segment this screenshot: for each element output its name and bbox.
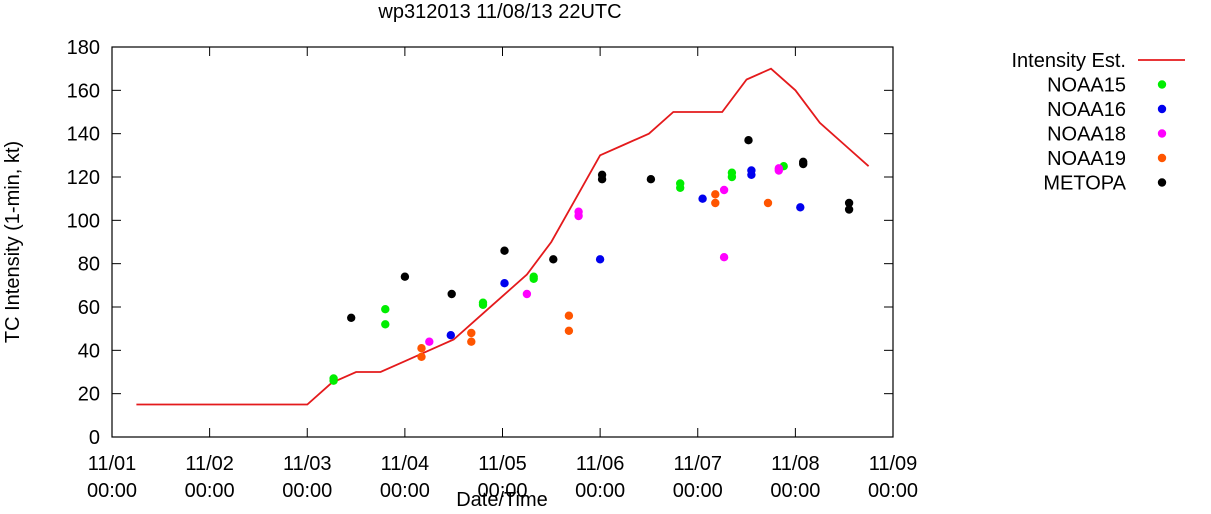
y-tick-label: 140 [67,124,100,146]
x-tick-label-time: 00:00 [868,480,918,502]
data-point-metopa [347,313,356,322]
data-point-metopa [597,175,607,184]
data-point-noaa16 [747,170,756,179]
data-point-noaa18 [522,289,532,299]
data-point-noaa18 [574,211,583,221]
legend-label-noaa15: NOAA15 [1047,75,1126,97]
data-point-metopa [844,205,854,214]
x-tick-label-time: 00:00 [770,480,820,502]
data-point-metopa [799,159,808,169]
data-point-metopa [844,198,854,208]
y-tick-label: 160 [67,80,100,102]
legend-swatch-metopa [1157,178,1167,187]
data-point-metopa [646,175,656,184]
data-point-noaa19 [711,190,720,199]
x-tick-label-time: 00:00 [282,480,332,502]
x-tick-label-date: 11/06 [576,453,625,475]
x-tick-label-date: 11/08 [771,453,820,475]
x-tick-label-date: 11/03 [283,453,332,475]
x-tick-label-time: 00:00 [185,480,235,502]
x-axis-title: Date/Time [456,489,548,509]
x-tick-label-time: 00:00 [575,480,625,502]
data-point-noaa15 [478,300,488,309]
data-point-noaa18 [774,166,783,175]
x-tick-label-date: 11/09 [869,453,918,475]
legend-swatch-noaa18 [1157,129,1167,138]
data-point-noaa18 [719,253,729,262]
data-point-metopa [400,272,410,281]
data-point-noaa15 [529,274,538,283]
data-point-noaa15 [329,376,338,385]
x-tick-label-date: 11/02 [185,453,234,475]
x-tick-label-date: 11/05 [478,453,527,475]
legend-swatch-noaa19 [1157,153,1167,163]
data-point-noaa19 [763,198,773,208]
data-point-noaa16 [500,279,509,288]
legend-label-noaa18: NOAA18 [1047,124,1126,146]
data-point-metopa [500,246,509,255]
data-point-noaa16 [796,203,805,212]
y-axis-title: TC Intensity (1-min, kt) [2,141,24,343]
y-tick-label: 100 [67,210,100,232]
data-point-noaa16 [595,255,605,264]
data-point-noaa15 [727,172,737,182]
series-line-intensity-est [136,67,870,406]
data-point-metopa [744,136,753,145]
data-point-noaa18 [425,337,434,346]
data-point-noaa16 [698,194,707,203]
data-point-noaa15 [381,305,390,314]
x-tick-label-time: 00:00 [673,480,723,502]
plot-area: 0 20 40 60 80 100 120 140 160 180 11/01 00:00 11/02 0… [67,37,918,502]
data-point-noaa19 [467,337,476,346]
data-point-noaa19 [564,326,574,335]
x-tick-label-time: 00:00 [477,480,527,502]
data-point-noaa15 [676,183,685,192]
data-point-noaa18 [719,185,729,195]
x-tick-label-date: 11/07 [673,453,722,475]
data-point-noaa19 [417,352,426,361]
y-tick-label: 180 [67,37,100,59]
y-tick-label: 60 [78,297,100,319]
data-point-noaa19 [564,311,574,320]
data-point-noaa19 [711,198,720,208]
y-tick-label: 80 [78,254,100,276]
data-point-metopa [549,255,558,264]
y-tick-label: 40 [78,340,100,362]
chart-title: wp312013 11/08/13 22UTC [377,1,621,23]
y-tick-label: 20 [78,384,100,406]
x-tick-label-date: 11/04 [381,453,430,475]
legend-swatch-noaa15 [1157,80,1167,89]
legend-label-intensity-est: Intensity Est. [1012,50,1127,72]
y-tick-label: 120 [67,167,100,189]
y-tick-label: 0 [89,427,100,449]
data-point-noaa19 [417,344,426,353]
legend-label-noaa16: NOAA16 [1047,99,1126,121]
x-tick-label-date: 11/01 [88,453,137,475]
plot-frame [111,46,894,438]
legend-label-metopa: METOPA [1043,173,1126,195]
data-point-noaa16 [446,331,455,340]
data-point-noaa19 [467,328,476,338]
x-tick-label-time: 00:00 [380,480,430,502]
legend-label-noaa19: NOAA19 [1047,148,1126,170]
data-point-metopa [447,289,456,299]
data-point-noaa15 [381,320,390,329]
x-tick-label-time: 00:00 [87,480,137,502]
legend-swatch-noaa16 [1157,104,1167,114]
